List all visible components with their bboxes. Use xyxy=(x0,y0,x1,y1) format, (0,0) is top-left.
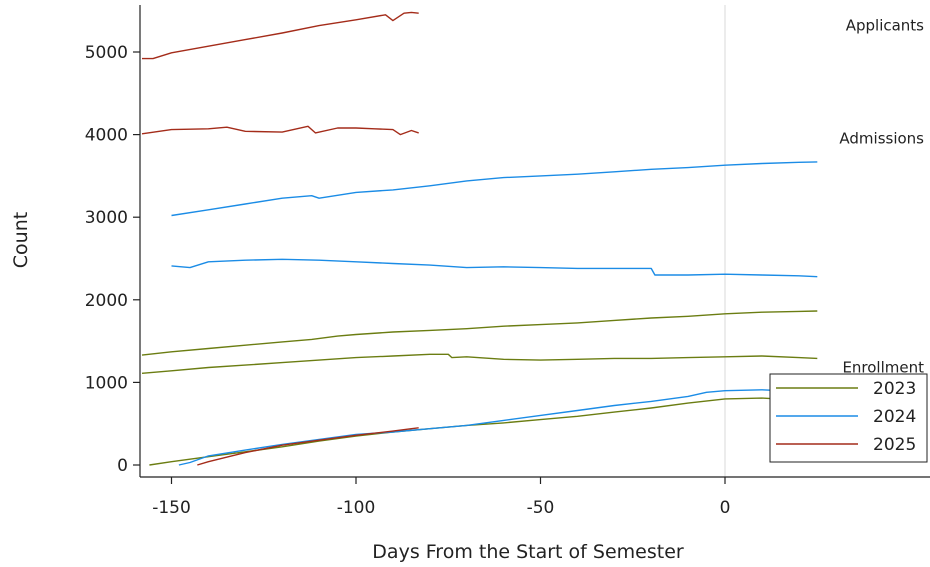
y-axis-title: Count xyxy=(10,212,32,268)
series-line-2025-enrollment xyxy=(197,427,419,466)
annotation-admissions: Admissions xyxy=(839,130,924,148)
x-tick-label: -150 xyxy=(152,498,191,518)
y-tick-label: 5000 xyxy=(85,43,128,63)
series-line-2024-applicants xyxy=(171,161,818,217)
series-line-2023-enrollment xyxy=(149,397,818,466)
y-tick-label: 1000 xyxy=(85,373,128,393)
series-line-2025-applicants xyxy=(142,11,419,60)
annotation-applicants: Applicants xyxy=(846,17,924,35)
x-tick-label: -50 xyxy=(527,498,555,518)
legend-label-2025: 2025 xyxy=(873,435,916,455)
series-line-2024-admissions xyxy=(171,258,818,278)
legend-label-2023: 2023 xyxy=(873,379,916,399)
x-axis-title: Days From the Start of Semester xyxy=(372,541,684,563)
series-line-2023-enrollment xyxy=(141,353,818,374)
x-tick-label: -100 xyxy=(337,498,376,518)
y-tick-label: 4000 xyxy=(85,126,128,146)
annotation-layer: Applicants Admissions Enrollment xyxy=(839,17,924,377)
annotation-enrollment: Enrollment xyxy=(842,359,924,377)
series-line-2024-enrollment xyxy=(178,389,818,466)
x-tick-label: 0 xyxy=(720,498,731,518)
y-tick-label: 0 xyxy=(117,456,128,476)
y-tick-label: 2000 xyxy=(85,291,128,311)
y-tick-label: 3000 xyxy=(85,208,128,228)
series-line-2025-admissions xyxy=(141,125,419,136)
axes-layer xyxy=(139,5,930,478)
legend-label-2024: 2024 xyxy=(873,407,916,427)
series-line-2023-admissions xyxy=(141,310,818,356)
legend: 2023 2024 2025 xyxy=(769,373,928,463)
series-layer xyxy=(141,11,818,466)
ticks-layer: -150 -100 -50 0 0 1000 2000 3000 4000 5000 xyxy=(85,43,731,518)
